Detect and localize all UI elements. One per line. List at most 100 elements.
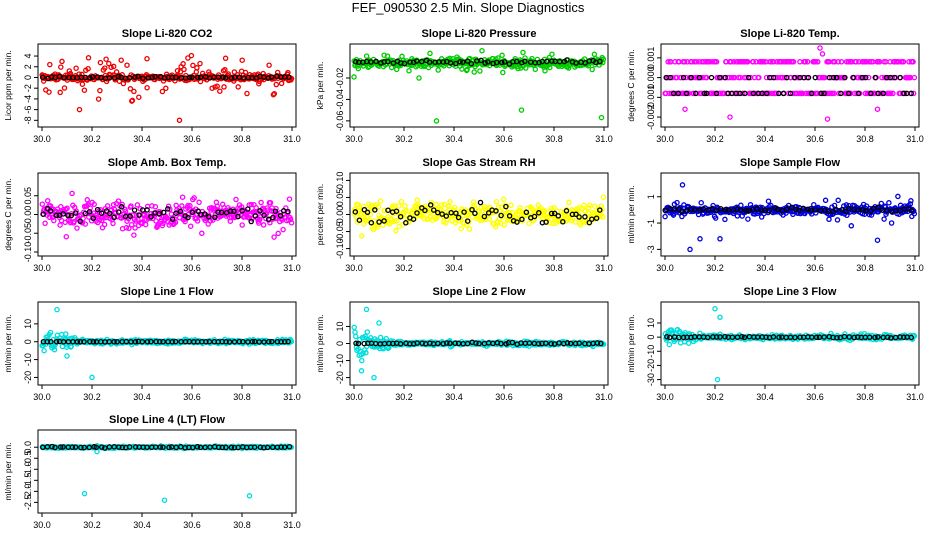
data-point bbox=[273, 81, 280, 88]
avg-point bbox=[89, 74, 96, 80]
avg-point bbox=[195, 208, 201, 215]
panel-frame bbox=[660, 43, 920, 128]
avg-point bbox=[696, 74, 703, 81]
data-point bbox=[288, 220, 295, 226]
data-point bbox=[85, 65, 91, 72]
data-point bbox=[591, 51, 598, 58]
data-point bbox=[678, 74, 684, 81]
data-point bbox=[364, 329, 371, 335]
x-tick-label: 30.6 bbox=[183, 520, 201, 530]
data-point bbox=[761, 59, 767, 65]
avg-point bbox=[418, 58, 425, 65]
data-point bbox=[428, 199, 434, 206]
data-point bbox=[102, 65, 108, 71]
data-point bbox=[110, 220, 116, 227]
x-tick-label: 30.8 bbox=[545, 134, 563, 144]
avg-point bbox=[900, 90, 907, 97]
data-point bbox=[174, 67, 181, 74]
data-point bbox=[73, 65, 79, 71]
x-tick-label: 30.6 bbox=[183, 263, 201, 273]
data-point bbox=[703, 74, 710, 81]
x-tick-label: 30.8 bbox=[856, 134, 874, 144]
data-point bbox=[451, 204, 458, 211]
avg-point bbox=[784, 74, 790, 81]
x-tick-label: 30.8 bbox=[545, 263, 563, 273]
avg-point bbox=[149, 74, 155, 81]
x-tick-label: 30.4 bbox=[756, 392, 774, 402]
avg-point bbox=[563, 208, 570, 214]
x-tick-label: 30.4 bbox=[133, 263, 151, 273]
data-point bbox=[209, 85, 215, 91]
data-point bbox=[355, 65, 362, 72]
data-point bbox=[666, 341, 673, 348]
data-point bbox=[515, 65, 521, 72]
avg-point bbox=[830, 74, 837, 81]
y-tick-label: 0 bbox=[23, 339, 33, 344]
y-tick-label: 0.05 bbox=[335, 189, 345, 207]
data-point bbox=[541, 210, 547, 216]
outlier-point bbox=[376, 320, 382, 326]
y-tick-label: -0.10 bbox=[335, 238, 345, 259]
data-point bbox=[441, 201, 448, 208]
avg-point bbox=[842, 74, 848, 81]
avg-point bbox=[482, 60, 488, 66]
data-point bbox=[888, 220, 895, 226]
data-point bbox=[182, 218, 188, 225]
data-point bbox=[124, 62, 130, 68]
data-point bbox=[217, 88, 223, 94]
avg-point bbox=[140, 75, 146, 82]
data-point bbox=[693, 59, 700, 65]
data-point bbox=[674, 199, 680, 206]
avg-point bbox=[791, 74, 798, 81]
y-tick-label: 2 bbox=[23, 64, 33, 69]
data-point bbox=[115, 198, 122, 204]
data-point bbox=[57, 89, 63, 96]
avg-point bbox=[742, 90, 748, 97]
y-tick-label: -10 bbox=[23, 353, 33, 366]
avg-point bbox=[477, 199, 484, 206]
data-point bbox=[187, 223, 194, 229]
data-point bbox=[663, 90, 669, 97]
y-tick-label: 0.000 bbox=[646, 66, 656, 89]
data-point bbox=[396, 203, 402, 209]
y-tick-label: 0 bbox=[335, 341, 345, 346]
data-point bbox=[586, 205, 592, 211]
avg-point bbox=[239, 208, 245, 214]
data-point bbox=[384, 53, 391, 59]
data-point bbox=[433, 201, 439, 208]
y-tick-label: 1 bbox=[646, 194, 656, 199]
avg-point bbox=[818, 90, 824, 97]
y-tick-label: 0 bbox=[23, 75, 33, 80]
data-point bbox=[586, 202, 593, 208]
avg-point bbox=[385, 207, 391, 213]
outlier-point bbox=[717, 236, 723, 242]
avg-point bbox=[286, 74, 292, 81]
y-tick-label: 10 bbox=[646, 318, 656, 328]
avg-point bbox=[522, 58, 528, 65]
data-point bbox=[470, 199, 477, 205]
data-point bbox=[79, 81, 86, 87]
data-point bbox=[128, 203, 134, 209]
data-point bbox=[129, 97, 136, 104]
data-point bbox=[359, 233, 365, 239]
x-tick-label: 30.0 bbox=[656, 134, 674, 144]
data-point bbox=[486, 216, 493, 222]
y-tick-label: 0.001 bbox=[646, 47, 656, 70]
y-tick-label: -3 bbox=[646, 245, 656, 253]
y-tick-label: -8 bbox=[23, 116, 33, 124]
data-point bbox=[508, 202, 514, 209]
data-point bbox=[253, 204, 259, 211]
data-point bbox=[180, 61, 186, 67]
data-point bbox=[713, 59, 720, 65]
avg-point bbox=[801, 74, 807, 81]
avg-point bbox=[763, 90, 770, 97]
data-point bbox=[493, 198, 500, 205]
avg-point bbox=[555, 213, 562, 219]
avg-point bbox=[261, 212, 267, 218]
data-point bbox=[466, 226, 473, 232]
y-axis-label: ml/min per min. bbox=[3, 442, 13, 500]
y-tick-label: 4 bbox=[23, 54, 33, 59]
outlier-point bbox=[717, 314, 723, 321]
data-point bbox=[888, 90, 894, 97]
avg-point bbox=[875, 90, 881, 97]
